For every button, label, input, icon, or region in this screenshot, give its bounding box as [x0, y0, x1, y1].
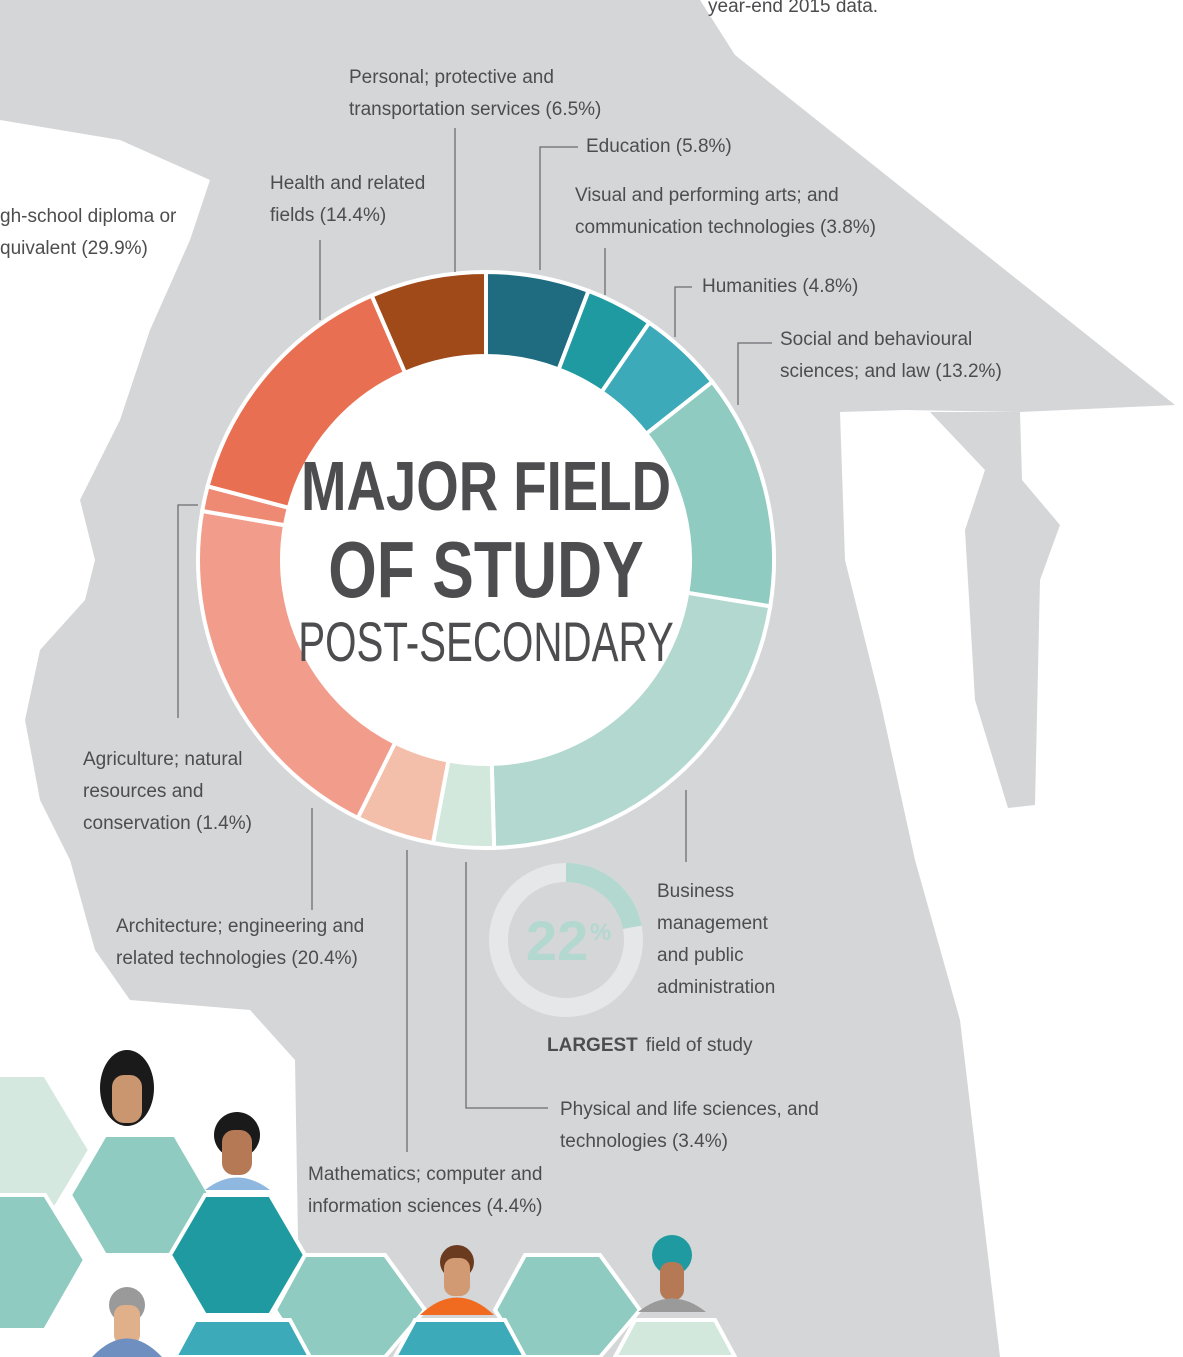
segment-label: management: [657, 913, 769, 934]
segment-label: Physical and life sciences, and: [560, 1099, 819, 1120]
segment-label: transportation services (6.5%): [349, 99, 601, 120]
segment-label: communication technologies (3.8%): [575, 217, 876, 238]
segment-label: Health and related: [270, 173, 425, 194]
left-note: gh-school diploma or: [0, 206, 177, 227]
caption: field of study: [646, 1035, 753, 1056]
segment-label: Social and behavioural: [780, 329, 972, 350]
segment-label: information sciences (4.4%): [308, 1196, 542, 1217]
segment-label: Architecture; engineering and: [116, 916, 364, 937]
segment-label: Business: [657, 881, 734, 902]
title: OF STUDY: [328, 526, 643, 615]
segment-label: Humanities (4.8%): [702, 276, 858, 297]
leader-line: [465, 862, 548, 1109]
leader-line: [177, 504, 198, 718]
segment-label: Agriculture; natural: [83, 749, 242, 770]
hexagons: [0, 1073, 738, 1357]
segment-label: resources and: [83, 781, 203, 802]
labels: Education (5.8%) Visual and performing ar…: [83, 67, 1002, 1217]
leader-line: [737, 342, 772, 405]
segment-label: Education (5.8%): [586, 136, 732, 157]
segment-label: Personal; protective and: [349, 67, 554, 88]
segment-label: fields (14.4%): [270, 205, 386, 226]
subtitle: POST-SECONDARY: [298, 612, 674, 674]
highlight: 22 % LARGEST field of study: [489, 863, 753, 1056]
segment-label: conservation (1.4%): [83, 813, 252, 834]
segment-label: administration: [657, 977, 775, 998]
segment-label: Visual and performing arts; and: [575, 185, 839, 206]
highlight-unit: %: [590, 919, 611, 946]
segment-label: technologies (3.4%): [560, 1131, 728, 1152]
highlight-caption: LARGEST field of study: [547, 1035, 753, 1056]
donut-hole: [282, 356, 690, 764]
segment-label: related technologies (20.4%): [116, 948, 358, 969]
segment-label: and public: [657, 945, 744, 966]
title: MAJOR FIELD: [301, 448, 671, 526]
segment-label: sciences; and law (13.2%): [780, 361, 1002, 382]
donut: [196, 269, 776, 850]
leader-line: [539, 146, 578, 270]
highlight-value: 22: [526, 909, 588, 972]
people: [92, 1050, 706, 1357]
mini-arc: [566, 863, 642, 930]
segment-label: Mathematics; computer and: [308, 1164, 542, 1185]
caption-bold: LARGEST: [547, 1035, 638, 1056]
left-note: quivalent (29.9%): [0, 238, 148, 259]
leader-line: [674, 286, 692, 337]
top-note: year-end 2015 data.: [708, 0, 878, 17]
